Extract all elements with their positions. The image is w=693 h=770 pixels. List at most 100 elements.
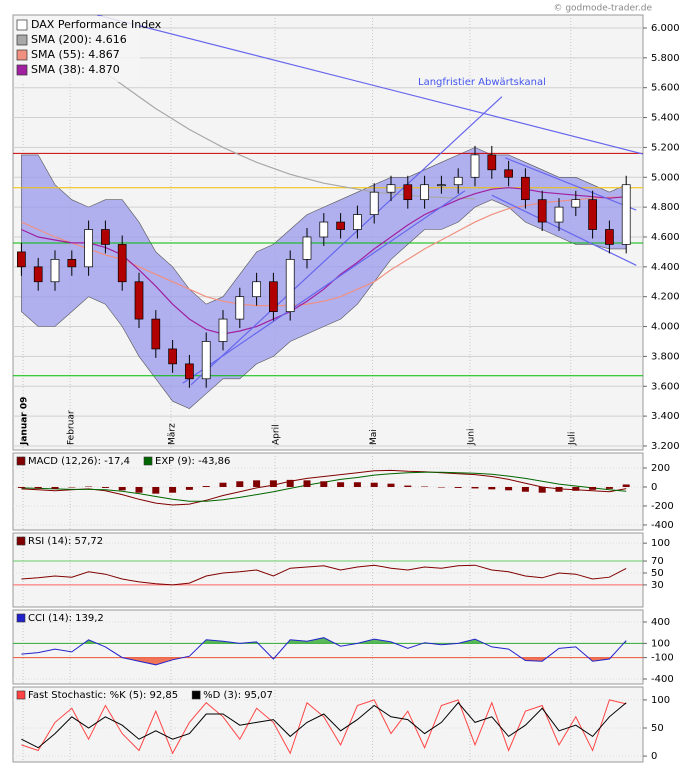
histogram-bar [152, 486, 160, 494]
annotation: Langfristier Abwärtskanal [418, 77, 546, 88]
y-tick-label: 400 [651, 617, 670, 628]
candle-body [302, 236, 312, 260]
watermark: © godmode-trader.de [553, 4, 652, 14]
plot-area [13, 15, 643, 450]
candle-body [605, 229, 614, 245]
plot-area [13, 687, 643, 762]
x-tick-label: Mai [369, 429, 379, 445]
candle-body [537, 199, 547, 223]
y-tick-label: 4.200 [651, 292, 680, 303]
histogram-bar [135, 486, 143, 493]
histogram-bar [253, 480, 261, 487]
y-tick-label: 5.000 [651, 172, 680, 183]
histogram-bar [605, 486, 613, 489]
y-tick-label: -200 [651, 501, 674, 512]
legend-swatch [16, 19, 28, 31]
histogram-bar [303, 480, 311, 487]
candle-body [252, 281, 261, 298]
y-tick-label: 5.800 [651, 53, 680, 64]
x-tick-label: Juni [466, 428, 476, 446]
y-tick-label: 4.000 [651, 322, 680, 333]
y-tick-label: 100 [651, 638, 670, 649]
histogram-bar [353, 482, 361, 487]
histogram-bar [488, 486, 496, 490]
indicator-line [21, 637, 627, 666]
histogram-bar [622, 484, 630, 487]
y-tick-label: -400 [651, 674, 674, 685]
candle-body [353, 214, 362, 230]
legend-label: EXP (9): -43,86 [155, 456, 230, 467]
panel-background [12, 452, 644, 531]
legend-label: SMA (55): 4.867 [31, 48, 120, 61]
y-tick-label: 70 [651, 556, 664, 567]
candle-body [285, 259, 295, 312]
histogram-bar [269, 480, 277, 487]
y-tick-label: 200 [651, 463, 670, 474]
candle-body [50, 259, 60, 283]
histogram-bar [572, 486, 580, 491]
candle-body [470, 154, 480, 178]
candle-body [521, 176, 530, 201]
candle-body [185, 363, 194, 380]
candle-body [269, 281, 278, 312]
x-tick-label: Februar [67, 410, 77, 445]
candle-body [17, 251, 26, 268]
candle-body [588, 199, 597, 230]
candle-body [386, 184, 396, 193]
x-tick-label: April [272, 424, 282, 445]
candle-body [504, 169, 513, 178]
trend-line [182, 190, 466, 384]
legend-label: DAX Performance Index [31, 18, 162, 31]
histogram-bar [17, 486, 25, 488]
histogram-bar [370, 482, 378, 487]
legend-swatch [16, 536, 26, 546]
y-tick-label: 5.400 [651, 113, 680, 124]
histogram-bar [202, 486, 210, 487]
histogram-bar [169, 486, 177, 493]
legend-swatch [16, 456, 26, 466]
y-tick-label: 100 [651, 538, 670, 549]
histogram-bar [521, 486, 529, 492]
histogram-bar [286, 479, 294, 487]
trend-line [491, 194, 637, 266]
panel-background [12, 532, 644, 608]
x-tick-label: Juli [567, 432, 577, 446]
candle-body [487, 154, 497, 171]
y-tick-label: 3.600 [651, 381, 680, 392]
candle-body [369, 191, 379, 215]
x-tick-label: März [167, 423, 177, 445]
y-tick-label: 50 [651, 568, 664, 579]
histogram-bar [404, 485, 412, 487]
histogram-bar [337, 482, 345, 487]
y-tick-label: 0 [651, 751, 657, 762]
legend-label: CCI (14): 139,2 [28, 613, 104, 624]
y-tick-label: 0 [651, 482, 657, 493]
candle-body [101, 229, 110, 245]
candle-body [571, 199, 581, 208]
candle-body [437, 184, 446, 187]
trend-line [505, 157, 637, 211]
indicator-line [21, 469, 627, 506]
legend-label: SMA (38): 4.870 [31, 63, 120, 76]
legend-label: MACD (12,26): -17,4 [28, 456, 130, 467]
trend-line [96, 15, 643, 155]
y-tick-label: 3.800 [651, 351, 680, 362]
candle-body [554, 206, 564, 223]
histogram-bar [454, 486, 462, 488]
histogram-bar [185, 486, 193, 490]
candle-body [117, 244, 127, 283]
indicator-line [21, 701, 627, 749]
candle-body [84, 229, 93, 268]
histogram-bar [320, 481, 328, 487]
candle-body [218, 318, 228, 342]
x-tick-label: Januar 09 [20, 397, 30, 446]
legend-swatch [16, 34, 28, 46]
candle-body [168, 348, 177, 365]
candle-body [420, 184, 429, 201]
legend-box [14, 16, 140, 82]
candle-body [134, 281, 144, 320]
histogram-bar [51, 486, 59, 489]
candle-body [319, 221, 329, 238]
candle-body [67, 259, 77, 268]
